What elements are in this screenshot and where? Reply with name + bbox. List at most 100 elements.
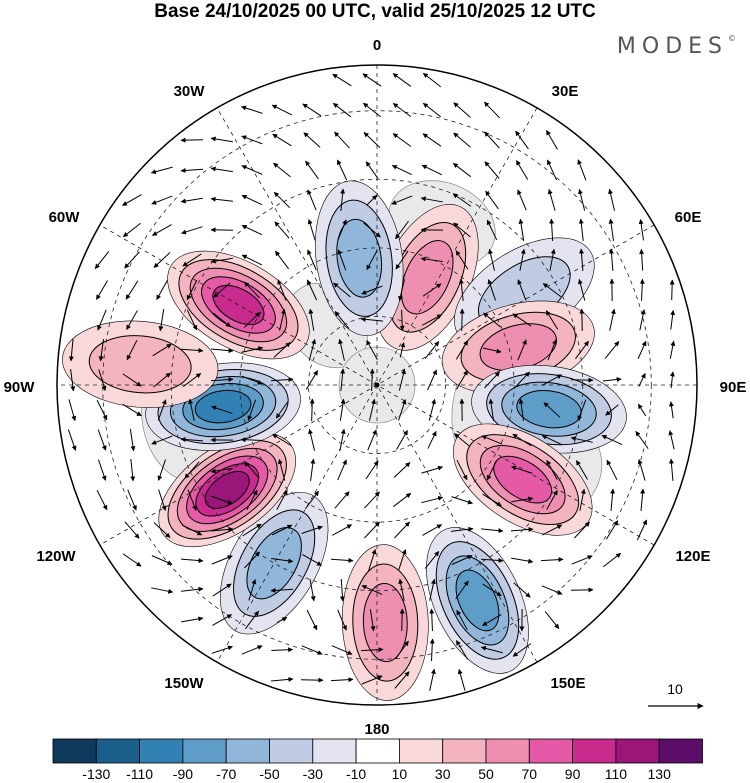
wind-vector xyxy=(482,347,502,354)
wind-vector xyxy=(511,465,533,474)
wind-vector xyxy=(210,196,233,202)
wind-vector xyxy=(604,340,620,359)
colorbar-label: -130 xyxy=(82,766,110,782)
map-title: Base 24/10/2025 00 UTC, valid 25/10/2025… xyxy=(154,1,596,22)
wind-vector xyxy=(337,609,347,631)
wind-vector xyxy=(422,524,443,536)
wind-vector xyxy=(247,399,257,421)
wind-vector xyxy=(545,310,559,330)
wind-vector xyxy=(275,250,289,270)
wind-vector xyxy=(421,495,444,504)
wind-vector xyxy=(271,557,294,564)
wind-vector xyxy=(274,221,290,239)
wind-vector xyxy=(212,583,232,597)
colorbar-label: 90 xyxy=(565,766,581,782)
wind-vector xyxy=(542,374,563,386)
wind-vector xyxy=(332,73,352,87)
wind-vector xyxy=(273,342,291,358)
wind-vector xyxy=(398,549,407,571)
wind-vector xyxy=(158,489,167,511)
wind-vector xyxy=(363,132,381,148)
wind-vector xyxy=(241,135,263,145)
colorbar-label: -50 xyxy=(259,766,279,782)
wind-vector xyxy=(276,617,288,623)
wind-vector xyxy=(157,399,167,421)
wind-vector xyxy=(395,640,409,660)
wind-vector xyxy=(482,614,502,626)
wind-vector xyxy=(153,522,171,538)
wind-vector xyxy=(542,524,563,536)
wind-vector xyxy=(515,130,529,150)
wind-vector xyxy=(181,524,203,536)
wind-vector xyxy=(517,189,527,211)
wind-vector xyxy=(512,313,532,327)
colorbar-swatch xyxy=(485,738,530,764)
wind-vector xyxy=(272,133,292,147)
wind-vector xyxy=(70,369,76,392)
wind-vector xyxy=(241,194,263,206)
wind-vector xyxy=(310,458,316,481)
map-content xyxy=(57,65,697,705)
wind-vector xyxy=(451,526,474,532)
wind-vector xyxy=(639,278,645,301)
colorbar-label: -110 xyxy=(126,766,153,782)
wind-vector xyxy=(308,338,317,361)
wind-vector xyxy=(181,586,204,592)
wind-vector xyxy=(429,578,436,601)
colorbar-label: 50 xyxy=(478,766,494,782)
wind-vector xyxy=(153,252,171,268)
wind-vector xyxy=(368,549,377,571)
wind-vector xyxy=(125,280,139,300)
wind-vector xyxy=(456,459,468,481)
wind-vector xyxy=(212,614,232,626)
wind-vector xyxy=(332,102,352,118)
wind-vector-layer xyxy=(67,72,676,691)
wind-vector xyxy=(270,676,294,682)
wind-vector xyxy=(486,219,498,241)
wind-vector xyxy=(455,250,469,270)
wind-vector xyxy=(332,524,353,536)
wind-vector xyxy=(271,104,293,116)
wind-vector xyxy=(338,338,345,361)
wind-vector xyxy=(517,339,527,361)
wind-vector xyxy=(333,282,351,298)
wind-vector xyxy=(337,249,347,271)
wind-vector xyxy=(420,256,443,263)
wind-vector xyxy=(331,645,353,655)
wind-vector xyxy=(453,102,471,118)
wind-vector xyxy=(241,645,263,655)
wind-vector xyxy=(271,647,294,653)
wind-vector xyxy=(485,190,499,210)
wind-vector xyxy=(307,189,317,211)
wind-vector xyxy=(180,197,203,204)
wind-vector xyxy=(337,219,347,241)
wind-vector xyxy=(126,310,138,330)
wind-vector xyxy=(242,523,262,537)
wind-vector xyxy=(361,675,383,685)
wind-vector xyxy=(638,372,646,387)
wind-vector xyxy=(424,551,440,569)
wind-vector xyxy=(420,196,443,203)
wind-vector xyxy=(544,611,560,629)
wind-vector xyxy=(277,458,286,481)
wind-vector xyxy=(305,370,319,390)
wind-vector xyxy=(608,248,614,272)
wind-vector xyxy=(244,461,260,479)
wind-vector xyxy=(126,339,138,361)
anomaly-positive-central-pacific-contour xyxy=(362,582,408,663)
wind-vector xyxy=(302,554,322,566)
lon-label-150w: 150W xyxy=(164,675,204,692)
wind-vector xyxy=(272,433,292,447)
anomaly-negative-north-america-contour xyxy=(194,389,252,424)
lon-label-150e: 150E xyxy=(550,675,585,692)
wind-vector xyxy=(637,340,647,359)
colorbar-swatch xyxy=(528,738,573,764)
wind-vector xyxy=(301,525,323,534)
wind-vector xyxy=(97,429,107,451)
wind-vector xyxy=(181,226,203,235)
wind-vector xyxy=(609,308,616,331)
wind-vector xyxy=(484,161,500,179)
wind-vector xyxy=(577,399,587,421)
wind-vector xyxy=(669,279,675,300)
wind-vector xyxy=(130,459,136,482)
